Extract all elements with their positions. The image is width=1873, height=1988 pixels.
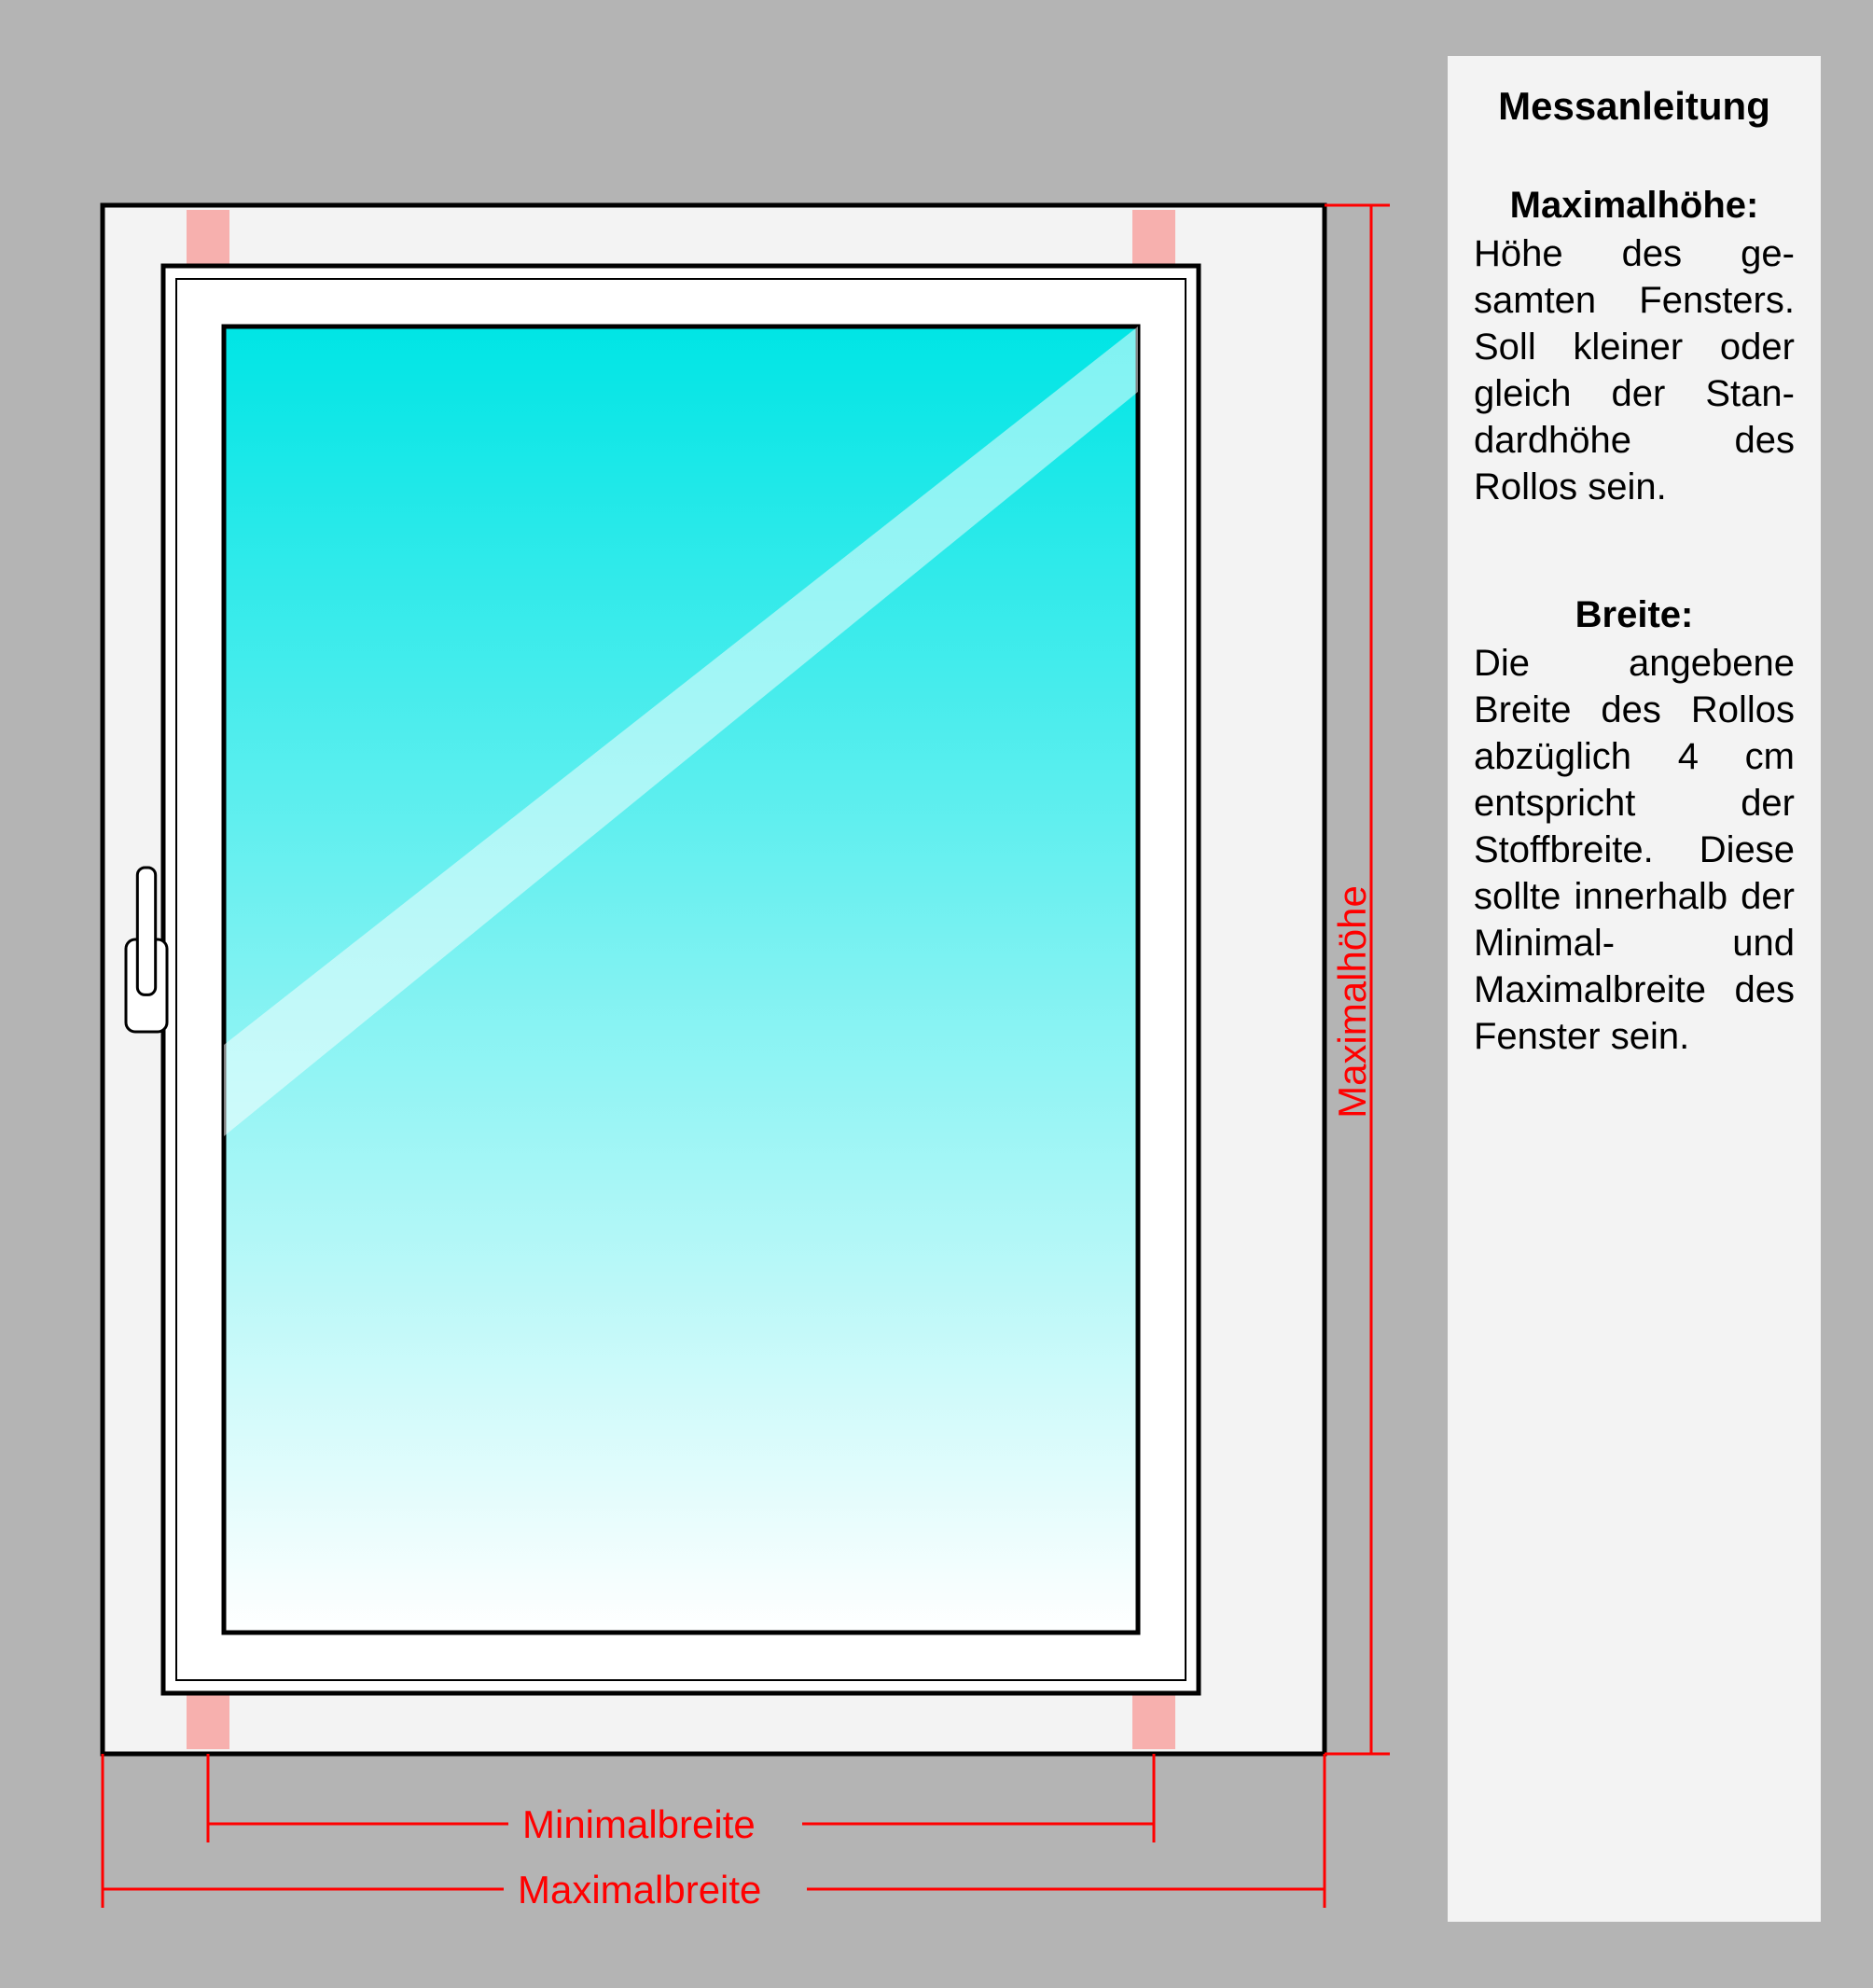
info-body: Höhe des ge­samten Fensters. Soll kleine… [1474, 230, 1795, 510]
label-max-height: Maximalhöhe [1330, 885, 1375, 1119]
info-heading: Breite: [1474, 594, 1795, 636]
info-body: Die angebene Breite des Rol­los abzüglic… [1474, 640, 1795, 1060]
label-min-width: Minimalbreite [522, 1802, 756, 1847]
label-max-width: Maximalbreite [518, 1868, 761, 1912]
info-panel: Messanleitung Maximalhöhe:Höhe des ge­sa… [1448, 56, 1821, 1922]
info-heading: Maximalhöhe: [1474, 185, 1795, 227]
info-title: Messanleitung [1474, 84, 1795, 129]
